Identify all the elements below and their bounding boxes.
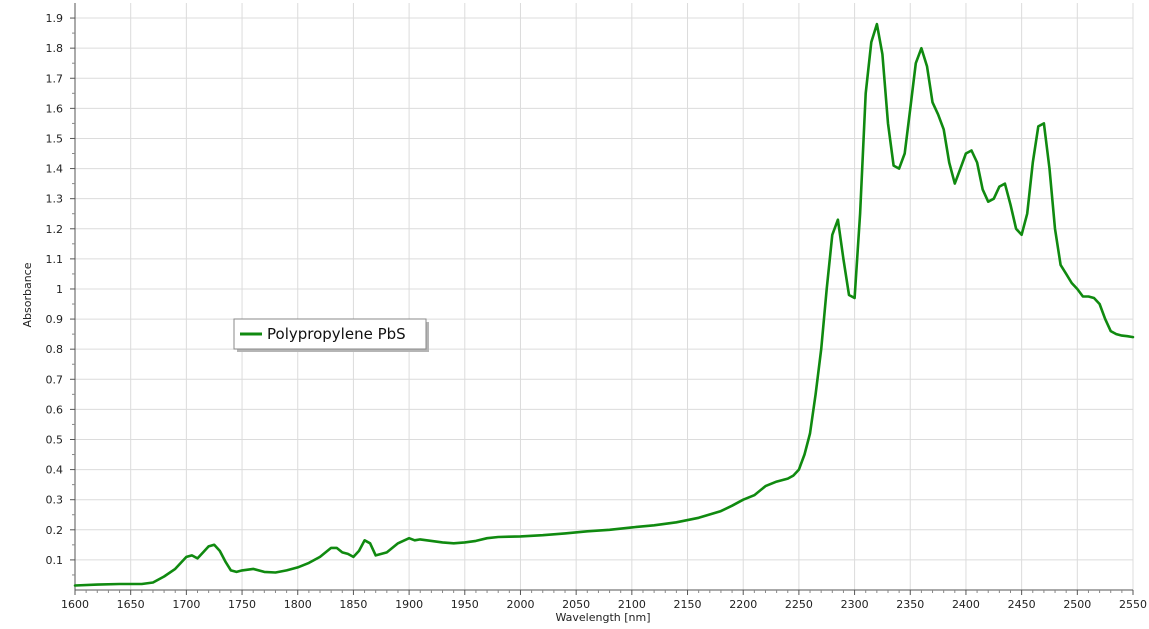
x-tick-label: 2050 [562,598,590,611]
x-tick-label: 1700 [172,598,200,611]
y-tick-label: 1.4 [46,163,64,176]
y-tick-label: 1.7 [46,72,64,85]
x-tick-label: 2250 [785,598,813,611]
x-tick-label: 1600 [61,598,89,611]
legend-box [233,318,427,350]
x-tick-label: 2500 [1063,598,1091,611]
y-tick-label: 0.2 [46,524,64,537]
y-tick-label: 0.9 [46,313,64,326]
x-tick-label: 2300 [841,598,869,611]
x-axis-ticks: 1600 1650 1700 1750 1800 1850 1900 1950 2000 2050… [61,590,1147,611]
y-tick-label: 0.4 [46,464,64,477]
y-tick-label: 0.1 [46,554,64,567]
x-tick-label: 1950 [451,598,479,611]
x-tick-label: 2350 [896,598,924,611]
legend-label: Polypropylene PbS [267,325,406,343]
x-tick-label: 2550 [1119,598,1147,611]
y-tick-label: 0.3 [46,494,64,507]
y-tick-label: 1.3 [46,193,64,206]
y-tick-label: 0.6 [46,403,64,416]
y-tick-label: 1.2 [46,223,64,236]
x-tick-label: 2400 [952,598,980,611]
y-tick-label: 1.6 [46,102,64,115]
grid [74,3,1134,590]
x-tick-label: 2150 [674,598,702,611]
x-tick-label: 2200 [729,598,757,611]
y-tick-label: 1.8 [46,42,64,55]
y-tick-label: 1.5 [46,132,64,145]
x-tick-label: 2100 [618,598,646,611]
x-tick-label: 2000 [506,598,534,611]
axes [74,3,1133,591]
y-tick-label: 0.5 [46,433,64,446]
y-tick-label: 0.8 [46,343,64,356]
y-axis-title: Absorbance [21,262,34,327]
y-tick-label: 1.9 [46,12,64,25]
y-axis-ticks: 0.1 0.2 0.3 0.4 0.5 0.6 0.7 0.8 0.9 1 1.1 1.2 1.3 1.4… [46,12,75,576]
x-tick-label: 1750 [228,598,256,611]
y-tick-label: 0.7 [46,373,64,386]
x-tick-label: 1650 [117,598,145,611]
x-tick-label: 1850 [339,598,367,611]
x-tick-label: 2450 [1008,598,1036,611]
x-axis-title: Wavelength [nm] [555,611,650,624]
legend: Polypropylene PbS [233,318,429,352]
series-line-polypropylene-pbs [73,22,1135,587]
x-tick-label: 1900 [395,598,423,611]
series-layer [73,22,1135,587]
x-tick-label: 1800 [284,598,312,611]
y-tick-label: 1.1 [46,253,64,266]
y-tick-label: 1 [56,283,63,296]
